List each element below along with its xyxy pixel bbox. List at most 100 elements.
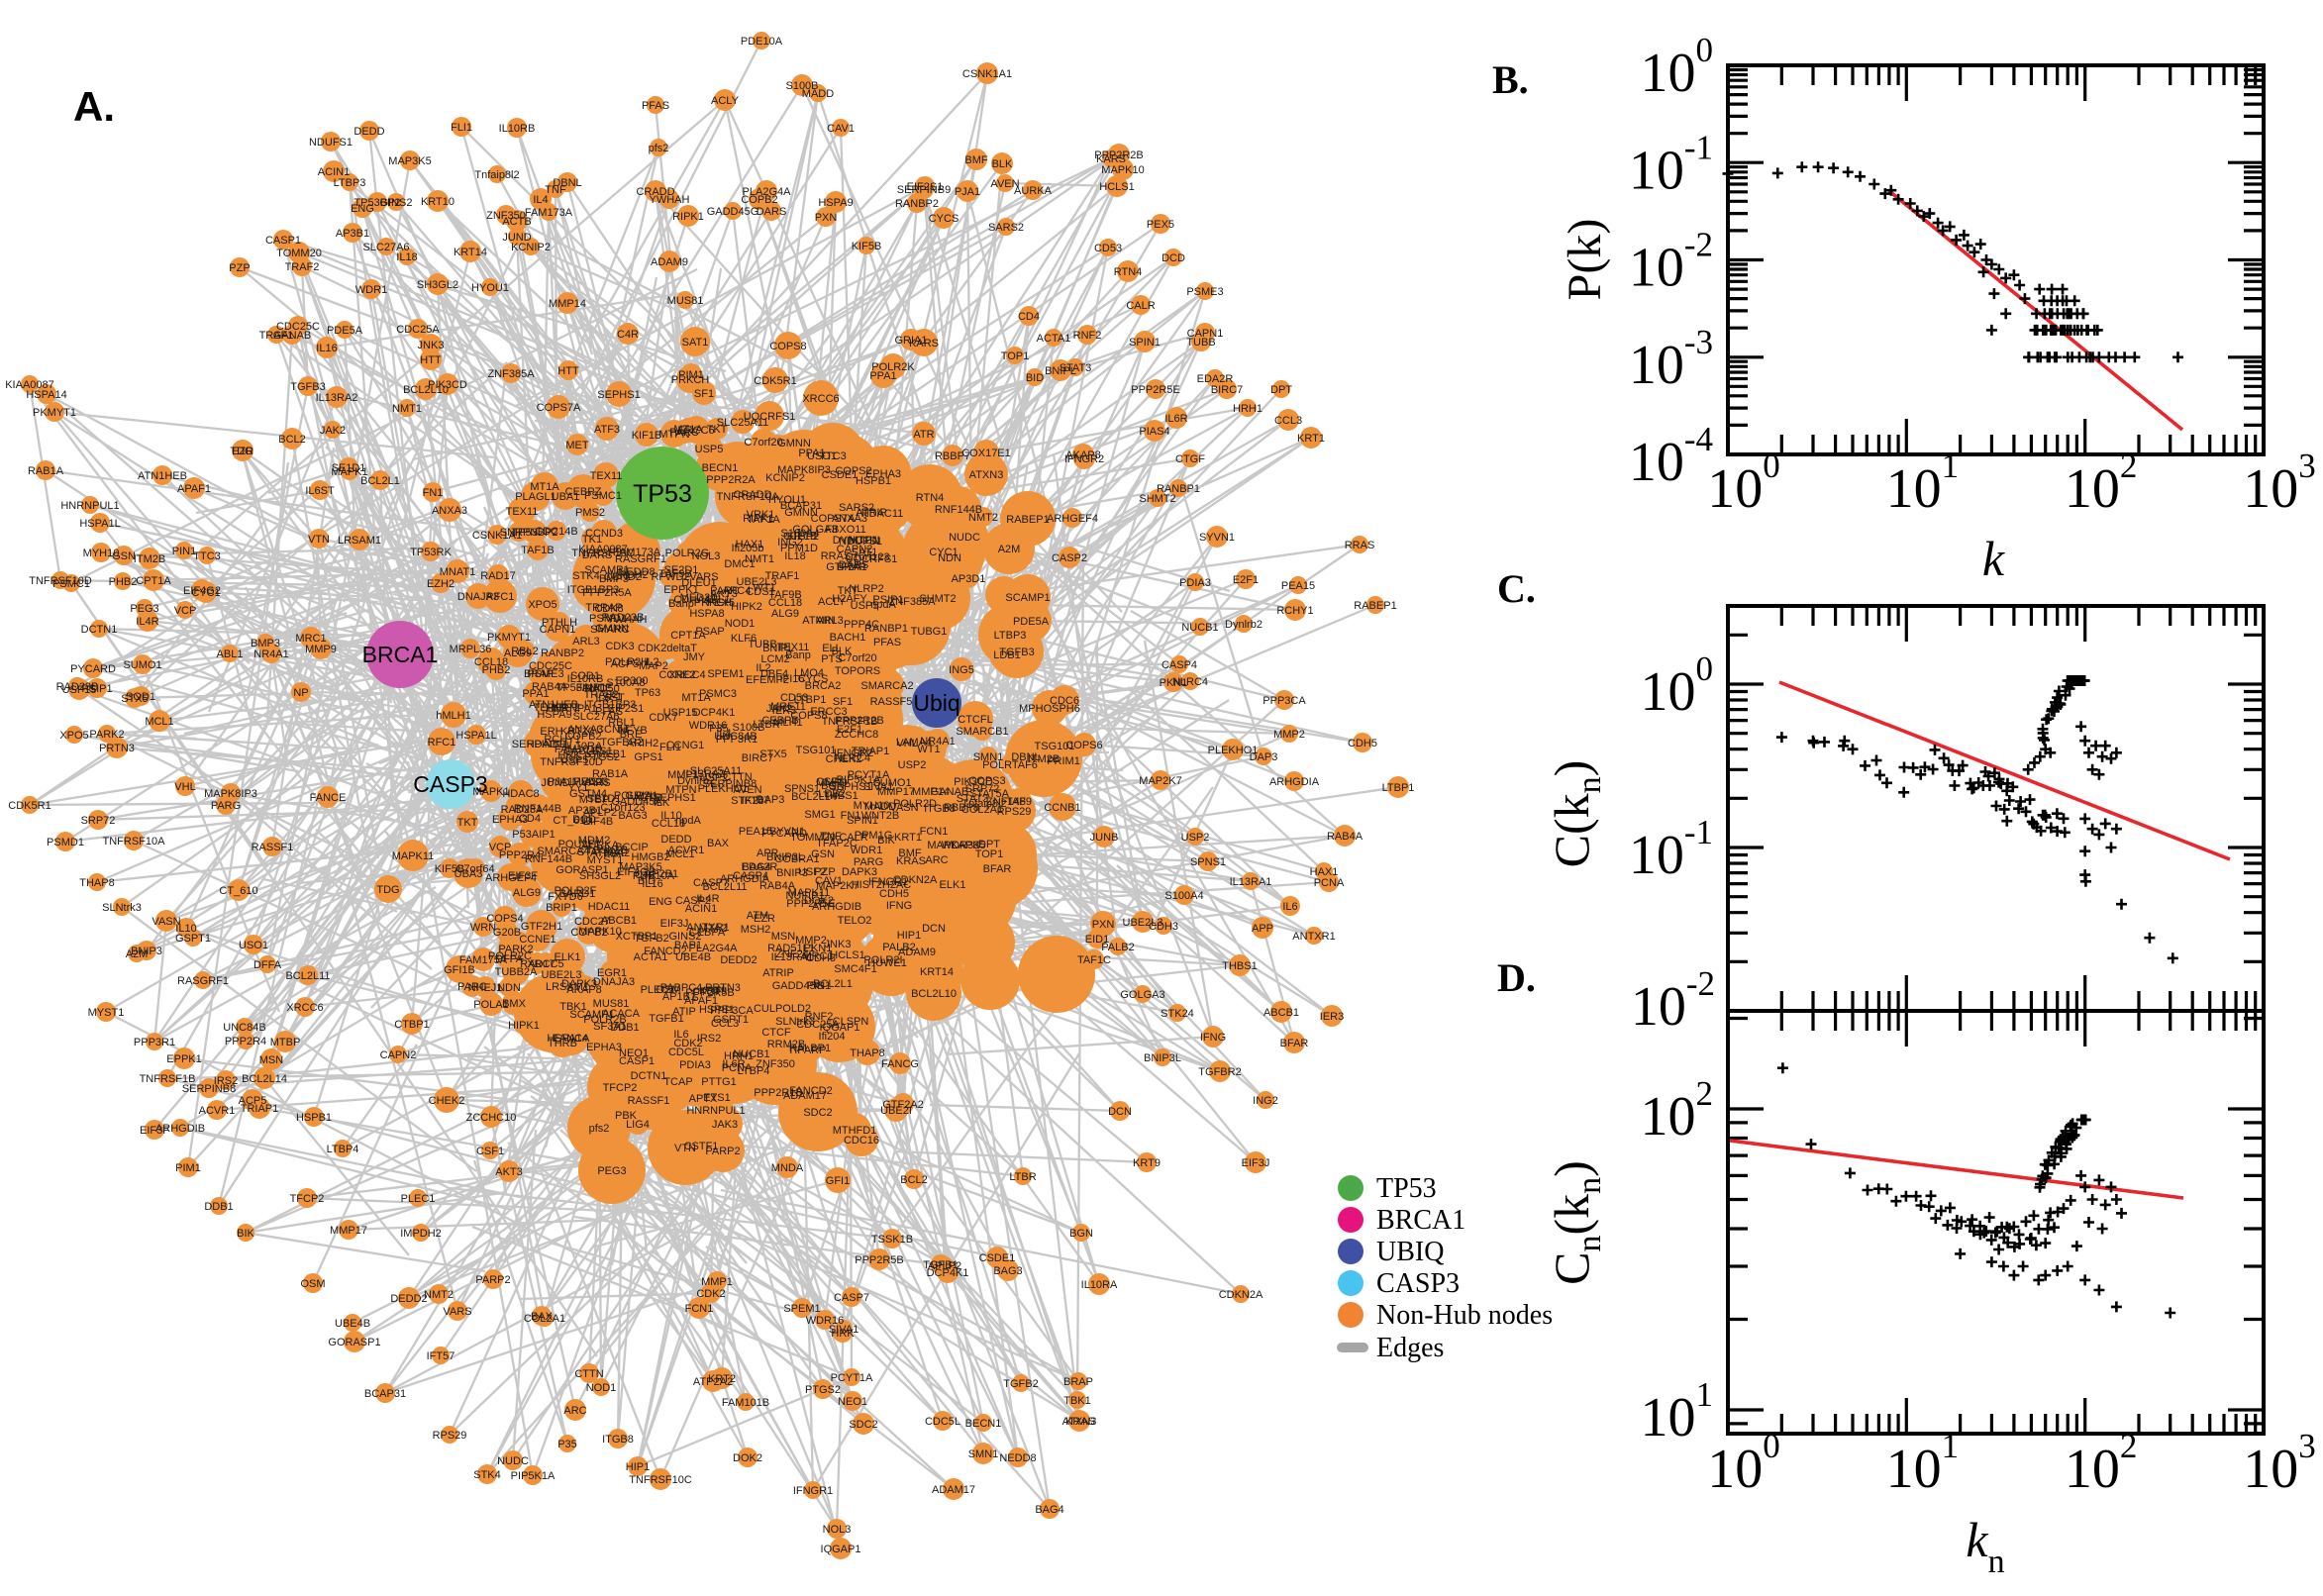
svg-text:RTN4: RTN4 <box>1114 266 1143 278</box>
svg-text:ANXA3: ANXA3 <box>567 724 603 736</box>
svg-text:CDK5R1: CDK5R1 <box>754 375 796 387</box>
svg-text:RNF144B: RNF144B <box>514 803 561 815</box>
svg-text:AP3D1: AP3D1 <box>952 573 986 585</box>
svg-text:EIF4G2: EIF4G2 <box>183 585 221 597</box>
svg-text:GOLGA3: GOLGA3 <box>1120 989 1164 1001</box>
svg-text:GFI1: GFI1 <box>826 1175 850 1187</box>
svg-text:P(k): P(k) <box>1559 219 1611 301</box>
svg-text:PPA1: PPA1 <box>522 688 549 700</box>
svg-text:TSG101: TSG101 <box>796 745 837 756</box>
svg-text:MET: MET <box>565 440 589 451</box>
svg-text:CASP1: CASP1 <box>265 235 301 247</box>
svg-text:PRTN3: PRTN3 <box>99 743 135 754</box>
svg-text:XRCC6: XRCC6 <box>286 1002 323 1014</box>
svg-text:SAT1: SAT1 <box>682 337 709 349</box>
svg-text:LTBP3: LTBP3 <box>334 177 366 189</box>
svg-text:TGFB3: TGFB3 <box>290 381 325 393</box>
svg-text:CAPN2: CAPN2 <box>380 1049 417 1061</box>
svg-text:PTHLH: PTHLH <box>542 617 577 629</box>
svg-text:BFAR: BFAR <box>983 863 1012 875</box>
svg-text:CT_610: CT_610 <box>219 885 257 897</box>
svg-text:CCL3: CCL3 <box>1274 415 1302 427</box>
svg-text:DAP3: DAP3 <box>757 794 785 806</box>
svg-text:KRT14: KRT14 <box>454 247 487 258</box>
svg-text:ZCCHC10: ZCCHC10 <box>466 1112 517 1124</box>
svg-text:IL13RA2: IL13RA2 <box>316 392 358 404</box>
svg-text:FCN1: FCN1 <box>920 826 949 838</box>
svg-text:FANCE: FANCE <box>310 792 347 804</box>
svg-text:MT1A: MT1A <box>530 481 559 493</box>
svg-text:IFI16: IFI16 <box>779 673 804 685</box>
svg-text:HSPE1: HSPE1 <box>699 1004 735 1016</box>
svg-text:LTBP4: LTBP4 <box>327 1144 359 1155</box>
svg-text:PBK: PBK <box>615 1110 638 1122</box>
svg-text:TAF9B: TAF9B <box>658 568 691 580</box>
svg-text:KRT9: KRT9 <box>1133 1157 1161 1169</box>
svg-text:CSTF1: CSTF1 <box>684 1141 719 1152</box>
svg-text:ALG9: ALG9 <box>513 887 541 899</box>
svg-text:MAF: MAF <box>604 848 628 859</box>
svg-text:BAX: BAX <box>531 1311 554 1323</box>
svg-text:TP53RK: TP53RK <box>410 547 452 558</box>
svg-text:ZNF385A: ZNF385A <box>487 368 535 380</box>
svg-text:SYVN1: SYVN1 <box>1199 532 1235 544</box>
svg-text:PPP2R1B: PPP2R1B <box>754 1087 803 1099</box>
svg-text:DCTN1: DCTN1 <box>81 624 118 636</box>
svg-text:DDB1: DDB1 <box>204 1201 233 1213</box>
svg-text:AKAP8: AKAP8 <box>1065 449 1100 461</box>
svg-text:DEDD: DEDD <box>354 126 384 138</box>
svg-text:HIPK2: HIPK2 <box>731 601 762 613</box>
svg-text:TP53BP2: TP53BP2 <box>354 197 400 209</box>
svg-text:PCYT1A: PCYT1A <box>831 1372 873 1384</box>
svg-text:YWHAH: YWHAH <box>650 194 690 206</box>
svg-text:PRIM1: PRIM1 <box>1047 755 1080 767</box>
svg-text:SH3GL2: SH3GL2 <box>417 279 458 291</box>
svg-text:PPP2R5E: PPP2R5E <box>1131 384 1180 396</box>
svg-text:SNRPN: SNRPN <box>500 527 539 539</box>
svg-text:RALBP1: RALBP1 <box>789 1043 831 1054</box>
svg-text:HSPA1L: HSPA1L <box>455 730 496 742</box>
svg-text:TP53: TP53 <box>633 480 692 508</box>
svg-text:RAD51L1: RAD51L1 <box>767 943 815 954</box>
svg-text:USP5: USP5 <box>695 444 724 455</box>
svg-text:HCLS1: HCLS1 <box>1099 181 1134 193</box>
svg-text:PTGS2: PTGS2 <box>805 1384 841 1396</box>
svg-text:PIN1: PIN1 <box>807 980 831 992</box>
svg-text:RIPK1: RIPK1 <box>672 211 704 223</box>
svg-text:ALG9: ALG9 <box>771 608 799 620</box>
svg-text:HDAC11: HDAC11 <box>588 901 631 913</box>
svg-text:C1orf123: C1orf123 <box>600 802 645 814</box>
svg-text:GTBP2: GTBP2 <box>783 531 819 543</box>
svg-text:TCAP: TCAP <box>663 1076 692 1088</box>
svg-text:DCTN1: DCTN1 <box>631 1070 667 1082</box>
svg-text:IMPDH2: IMPDH2 <box>400 1228 442 1240</box>
svg-text:SYVN1: SYVN1 <box>769 826 805 838</box>
svg-text:APP: APP <box>1252 923 1273 935</box>
svg-text:CASP3: CASP3 <box>1376 1268 1460 1299</box>
svg-text:NMT2: NMT2 <box>424 1289 454 1301</box>
svg-text:BIRC7: BIRC7 <box>1211 384 1243 396</box>
svg-text:MMP2: MMP2 <box>1273 729 1305 741</box>
svg-text:A2M: A2M <box>998 544 1021 555</box>
svg-text:POLR2D: POLR2D <box>893 798 937 810</box>
svg-text:MAP2K7: MAP2K7 <box>1139 775 1181 787</box>
svg-text:TDG: TDG <box>230 446 252 457</box>
svg-text:PKN1: PKN1 <box>1160 677 1188 689</box>
svg-text:NDN: NDN <box>938 552 961 564</box>
svg-text:PDIA3: PDIA3 <box>1179 577 1211 589</box>
svg-text:TNFRSF10A: TNFRSF10A <box>103 836 166 848</box>
svg-text:EPHA3: EPHA3 <box>492 814 528 826</box>
svg-text:CULPOLD2: CULPOLD2 <box>754 1003 811 1015</box>
svg-text:WDR16: WDR16 <box>689 720 728 732</box>
svg-text:GORASP1: GORASP1 <box>328 1337 380 1348</box>
svg-text:CDC14B: CDC14B <box>535 526 577 538</box>
svg-text:POLR2H: POLR2H <box>605 656 649 668</box>
svg-text:DARS: DARS <box>757 206 787 218</box>
svg-text:JUND: JUND <box>502 232 531 244</box>
svg-text:PPM1G: PPM1G <box>855 830 893 842</box>
svg-text:CCL18: CCL18 <box>768 597 802 609</box>
svg-text:CDK2: CDK2 <box>696 1288 725 1300</box>
svg-text:VRK1: VRK1 <box>747 509 775 521</box>
svg-text:ITGB1BP3: ITGB1BP3 <box>584 699 637 711</box>
svg-text:PIP5K1A: PIP5K1A <box>511 1470 556 1482</box>
